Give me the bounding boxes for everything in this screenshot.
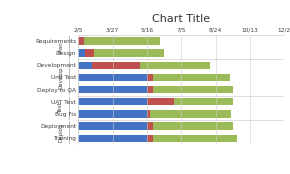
Bar — [151, 110, 231, 118]
Text: Deploy: Deploy — [58, 123, 63, 142]
Bar — [78, 37, 84, 45]
Bar — [78, 135, 147, 142]
Text: Plan: Plan — [58, 41, 63, 53]
Bar — [147, 122, 153, 130]
Bar — [78, 98, 147, 105]
Bar — [78, 49, 85, 57]
Bar — [153, 74, 230, 81]
Bar — [78, 74, 147, 81]
Bar — [147, 98, 173, 105]
Title: Chart Title: Chart Title — [152, 14, 210, 24]
Bar — [94, 49, 164, 57]
Bar — [78, 122, 147, 130]
Bar — [153, 86, 233, 93]
Bar — [85, 49, 94, 57]
Text: Develop: Develop — [58, 67, 63, 89]
Bar — [153, 122, 233, 130]
Bar — [147, 135, 153, 142]
Bar — [173, 98, 233, 105]
Bar — [78, 86, 147, 93]
Bar — [140, 62, 210, 69]
Bar — [92, 62, 140, 69]
Bar — [147, 86, 153, 93]
Bar — [147, 110, 151, 118]
Bar — [147, 74, 153, 81]
Bar — [84, 37, 160, 45]
Bar — [78, 62, 92, 69]
Bar — [153, 135, 237, 142]
Text: Test: Test — [58, 102, 63, 113]
Bar — [78, 110, 147, 118]
